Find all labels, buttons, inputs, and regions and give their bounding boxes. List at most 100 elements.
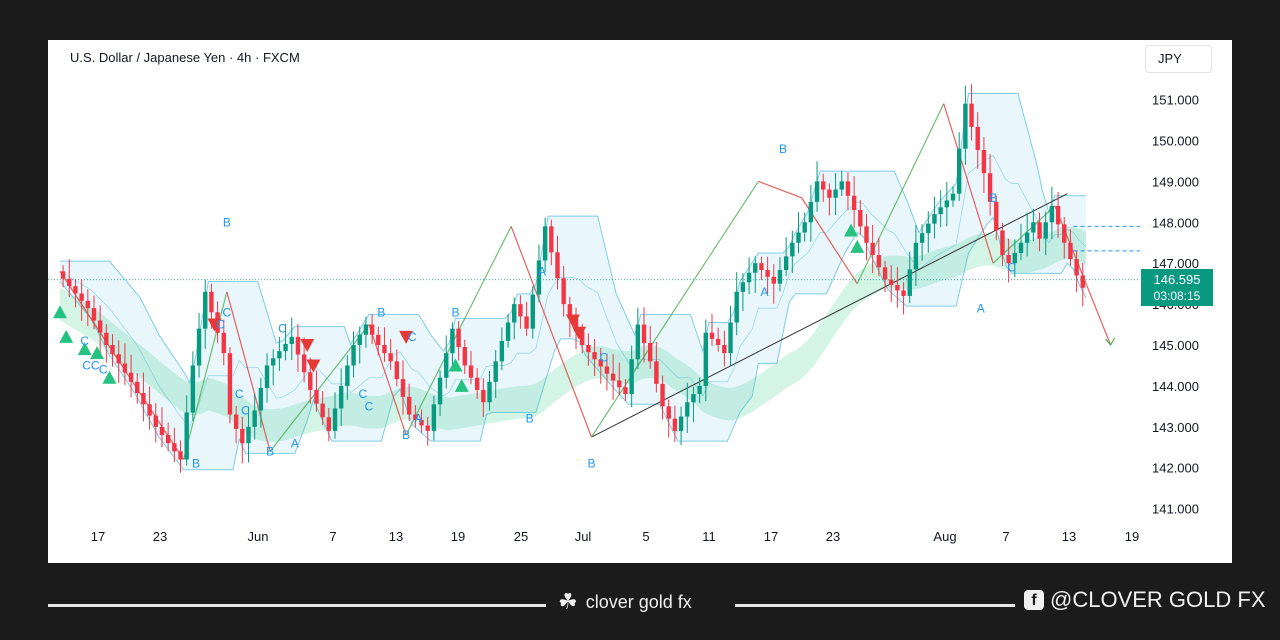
- candle-body: [722, 345, 727, 354]
- candle-body: [715, 338, 721, 345]
- candle-body: [376, 334, 381, 345]
- candle-body: [227, 353, 233, 415]
- candle-body: [289, 336, 294, 344]
- candle-body: [135, 381, 140, 394]
- wave-label: C: [223, 305, 232, 319]
- candle-body: [116, 354, 121, 364]
- signal-markers: [53, 223, 865, 392]
- candle-body: [73, 286, 78, 294]
- candle-body: [474, 377, 480, 390]
- candle-body: [685, 402, 690, 417]
- wave-label: C: [80, 334, 89, 348]
- y-tick-label: 145.000: [1152, 338, 1199, 353]
- candle-body: [536, 260, 542, 295]
- candle-body: [128, 372, 134, 382]
- candle-body: [530, 294, 535, 329]
- buy-marker: [844, 223, 859, 237]
- candle-body: [839, 181, 844, 190]
- bar-countdown: 03:08:15: [1153, 289, 1201, 303]
- last-price-tag: 146.595 03:08:15: [1141, 269, 1213, 306]
- candle-body: [956, 148, 962, 194]
- footer-divider-right: [735, 604, 1015, 607]
- y-tick-label: 149.000: [1152, 174, 1199, 189]
- candle-body: [944, 200, 950, 208]
- candle-body: [1006, 255, 1011, 264]
- last-price: 146.595: [1153, 272, 1201, 287]
- candle-body: [938, 207, 943, 215]
- x-tick-label: 13: [389, 529, 403, 544]
- candle-body: [753, 263, 758, 273]
- candle-body: [85, 300, 91, 309]
- candle-body: [845, 181, 851, 196]
- candle-body: [252, 410, 257, 427]
- candle-body: [60, 271, 66, 279]
- candle-body: [437, 377, 443, 405]
- x-tick-label: 19: [451, 529, 465, 544]
- candle-body: [1000, 230, 1005, 256]
- candle-body: [963, 103, 968, 149]
- wave-label: C: [408, 330, 417, 344]
- candle-body: [987, 173, 993, 202]
- footer-social[interactable]: f @CLOVER GOLD FX: [1024, 587, 1266, 613]
- x-tick-label: Jul: [575, 529, 592, 544]
- footer-brand: ☘ clover gold fx: [558, 589, 692, 615]
- candle-body: [406, 396, 412, 415]
- candle-body: [196, 328, 202, 366]
- candle-body: [1055, 205, 1061, 225]
- candle-body: [672, 418, 678, 431]
- candle-body: [555, 252, 560, 279]
- wave-label: A: [761, 285, 769, 299]
- y-tick-label: 150.000: [1152, 134, 1199, 149]
- candle-body: [462, 347, 467, 366]
- y-tick-label: 148.000: [1152, 215, 1199, 230]
- x-tick-label: Aug: [933, 529, 956, 544]
- wave-label: A: [291, 436, 299, 450]
- x-tick-label: 7: [1002, 529, 1009, 544]
- candle-body: [808, 201, 814, 223]
- swing-leg: [226, 291, 271, 452]
- candle-body: [697, 385, 702, 395]
- candle-body: [746, 272, 752, 283]
- sell-marker: [207, 318, 222, 332]
- candle-body: [901, 290, 906, 296]
- swing-leg: [510, 226, 593, 438]
- candle-body: [1037, 222, 1042, 239]
- candle-body: [981, 150, 987, 174]
- wave-label: B: [779, 142, 787, 156]
- cloud-bands: [59, 92, 1087, 471]
- sell-marker: [300, 339, 315, 352]
- candle-body: [456, 328, 461, 348]
- candle-body: [357, 334, 362, 345]
- candle-body: [790, 242, 795, 257]
- x-tick-label: 23: [153, 529, 167, 544]
- wave-label: B: [266, 444, 274, 458]
- facebook-icon: f: [1024, 590, 1044, 610]
- candle-body: [969, 103, 974, 127]
- candle-body: [604, 366, 610, 374]
- candle-body: [932, 214, 937, 224]
- chart-panel: B C C C CC C C C B B A C B C C B B C A B A C B B A B A C 17 23 Jun 7 13…: [48, 40, 1232, 563]
- candle-body: [542, 226, 548, 261]
- candle-body: [159, 426, 165, 435]
- wave-label: A: [977, 301, 985, 315]
- candle-body: [209, 291, 214, 313]
- y-tick-label: 151.000: [1152, 93, 1199, 108]
- candle-body: [233, 414, 239, 429]
- candle-body: [851, 195, 857, 211]
- candle-body: [864, 226, 869, 243]
- sell-marker: [572, 326, 587, 340]
- candle-body: [444, 353, 449, 378]
- candle-body: [913, 242, 919, 270]
- x-tick-label: 5: [642, 529, 649, 544]
- candle-body: [1024, 232, 1030, 243]
- candle-body: [907, 269, 912, 296]
- candle-body: [487, 381, 492, 403]
- candle-body: [153, 415, 158, 427]
- candle-body: [950, 193, 956, 201]
- candle-body: [567, 304, 573, 318]
- buy-marker: [77, 342, 92, 356]
- currency-button[interactable]: JPY: [1145, 45, 1212, 73]
- candle-body: [382, 345, 387, 354]
- sell-marker: [399, 330, 414, 344]
